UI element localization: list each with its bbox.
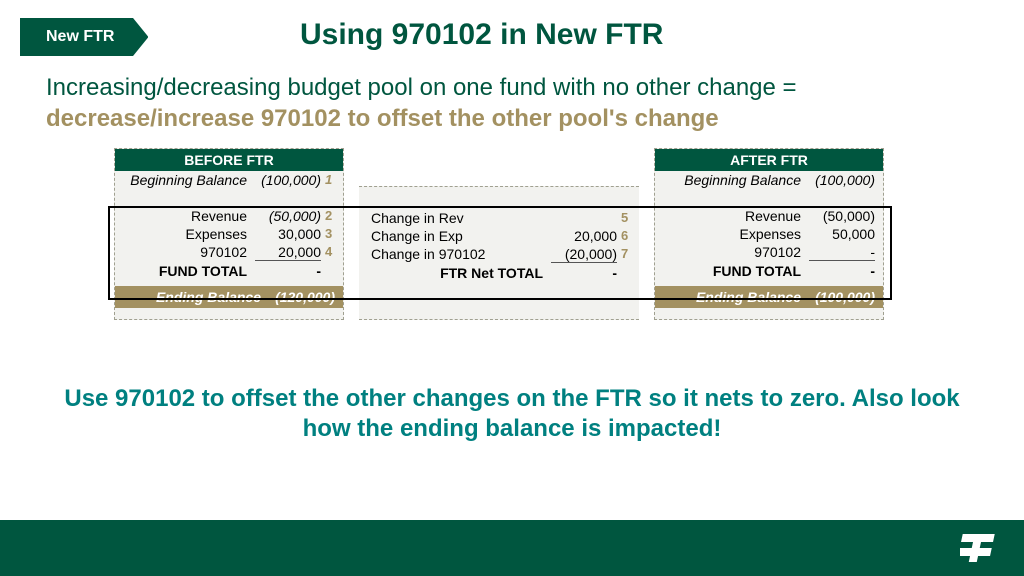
label: Change in Rev xyxy=(367,210,551,226)
before-row-expenses: Expenses 30,000 3 xyxy=(115,225,343,243)
label: FTR Net TOTAL xyxy=(367,265,551,281)
step-number: 6 xyxy=(617,228,631,244)
label: Expenses xyxy=(123,226,255,242)
after-total-row: FUND TOTAL - xyxy=(655,262,883,280)
logo-icon xyxy=(960,528,1000,568)
step-number: 3 xyxy=(321,226,335,242)
step-number: 7 xyxy=(617,246,631,263)
before-ending-row: Ending Balance (120,000) xyxy=(115,286,343,308)
label: Ending Balance xyxy=(123,289,269,305)
value xyxy=(551,210,617,226)
panel-ftr: Change in Rev 5 Change in Exp 20,000 6 C… xyxy=(359,186,639,320)
before-row-revenue: Revenue (50,000) 2 xyxy=(115,207,343,225)
value: - xyxy=(809,263,875,279)
label: FUND TOTAL xyxy=(663,263,809,279)
value: - xyxy=(551,265,617,281)
value: - xyxy=(255,263,321,279)
value: (100,000) xyxy=(255,172,321,188)
ftr-row-970102: Change in 970102 (20,000) 7 xyxy=(359,245,639,264)
section-badge: New FTR xyxy=(20,18,148,56)
value: (20,000) xyxy=(551,246,617,263)
before-header: BEFORE FTR xyxy=(115,149,343,171)
value: - xyxy=(809,244,875,261)
label: 970102 xyxy=(663,244,809,261)
value: 20,000 xyxy=(551,228,617,244)
page-title: Using 970102 in New FTR xyxy=(300,18,663,52)
value: (100,000) xyxy=(809,172,875,188)
label: Change in Exp xyxy=(367,228,551,244)
ftr-row-exp: Change in Exp 20,000 6 xyxy=(359,227,639,245)
label: Revenue xyxy=(663,208,809,224)
value: (100,000) xyxy=(809,289,875,305)
label: Change in 970102 xyxy=(367,246,551,263)
step-number: 5 xyxy=(617,210,631,226)
label: Revenue xyxy=(123,208,255,224)
value: (50,000) xyxy=(255,208,321,224)
step-number: 4 xyxy=(321,244,335,261)
footer-bar xyxy=(0,520,1024,576)
ftr-total-row: FTR Net TOTAL - xyxy=(359,264,639,282)
callout-text: Use 970102 to offset the other changes o… xyxy=(46,384,978,444)
value: (50,000) xyxy=(809,208,875,224)
label: 970102 xyxy=(123,244,255,261)
before-total-row: FUND TOTAL - xyxy=(115,262,343,280)
label: Beginning Balance xyxy=(123,172,255,188)
subtitle: Increasing/decreasing budget pool on one… xyxy=(46,72,978,134)
value: 20,000 xyxy=(255,244,321,261)
label: FUND TOTAL xyxy=(123,263,255,279)
after-row-970102: 970102 - xyxy=(655,243,883,262)
label: Beginning Balance xyxy=(663,172,809,188)
after-row-revenue: Revenue (50,000) xyxy=(655,207,883,225)
step-number: 1 xyxy=(321,172,335,188)
panel-before: BEFORE FTR Beginning Balance (100,000) 1… xyxy=(114,148,344,320)
before-beginning-row: Beginning Balance (100,000) 1 xyxy=(115,171,343,189)
subtitle-line-1: Increasing/decreasing budget pool on one… xyxy=(46,72,978,103)
after-beginning-row: Beginning Balance (100,000) xyxy=(655,171,883,189)
subtitle-line-2: decrease/increase 970102 to offset the o… xyxy=(46,103,978,134)
value: 50,000 xyxy=(809,226,875,242)
step-number: 2 xyxy=(321,208,335,224)
after-row-expenses: Expenses 50,000 xyxy=(655,225,883,243)
value: 30,000 xyxy=(255,226,321,242)
after-ending-row: Ending Balance (100,000) xyxy=(655,286,883,308)
value: (120,000) xyxy=(269,289,335,305)
after-header: AFTER FTR xyxy=(655,149,883,171)
before-row-970102: 970102 20,000 4 xyxy=(115,243,343,262)
panel-after: AFTER FTR Beginning Balance (100,000) Re… xyxy=(654,148,884,320)
ftr-row-rev: Change in Rev 5 xyxy=(359,209,639,227)
label: Expenses xyxy=(663,226,809,242)
label: Ending Balance xyxy=(663,289,809,305)
